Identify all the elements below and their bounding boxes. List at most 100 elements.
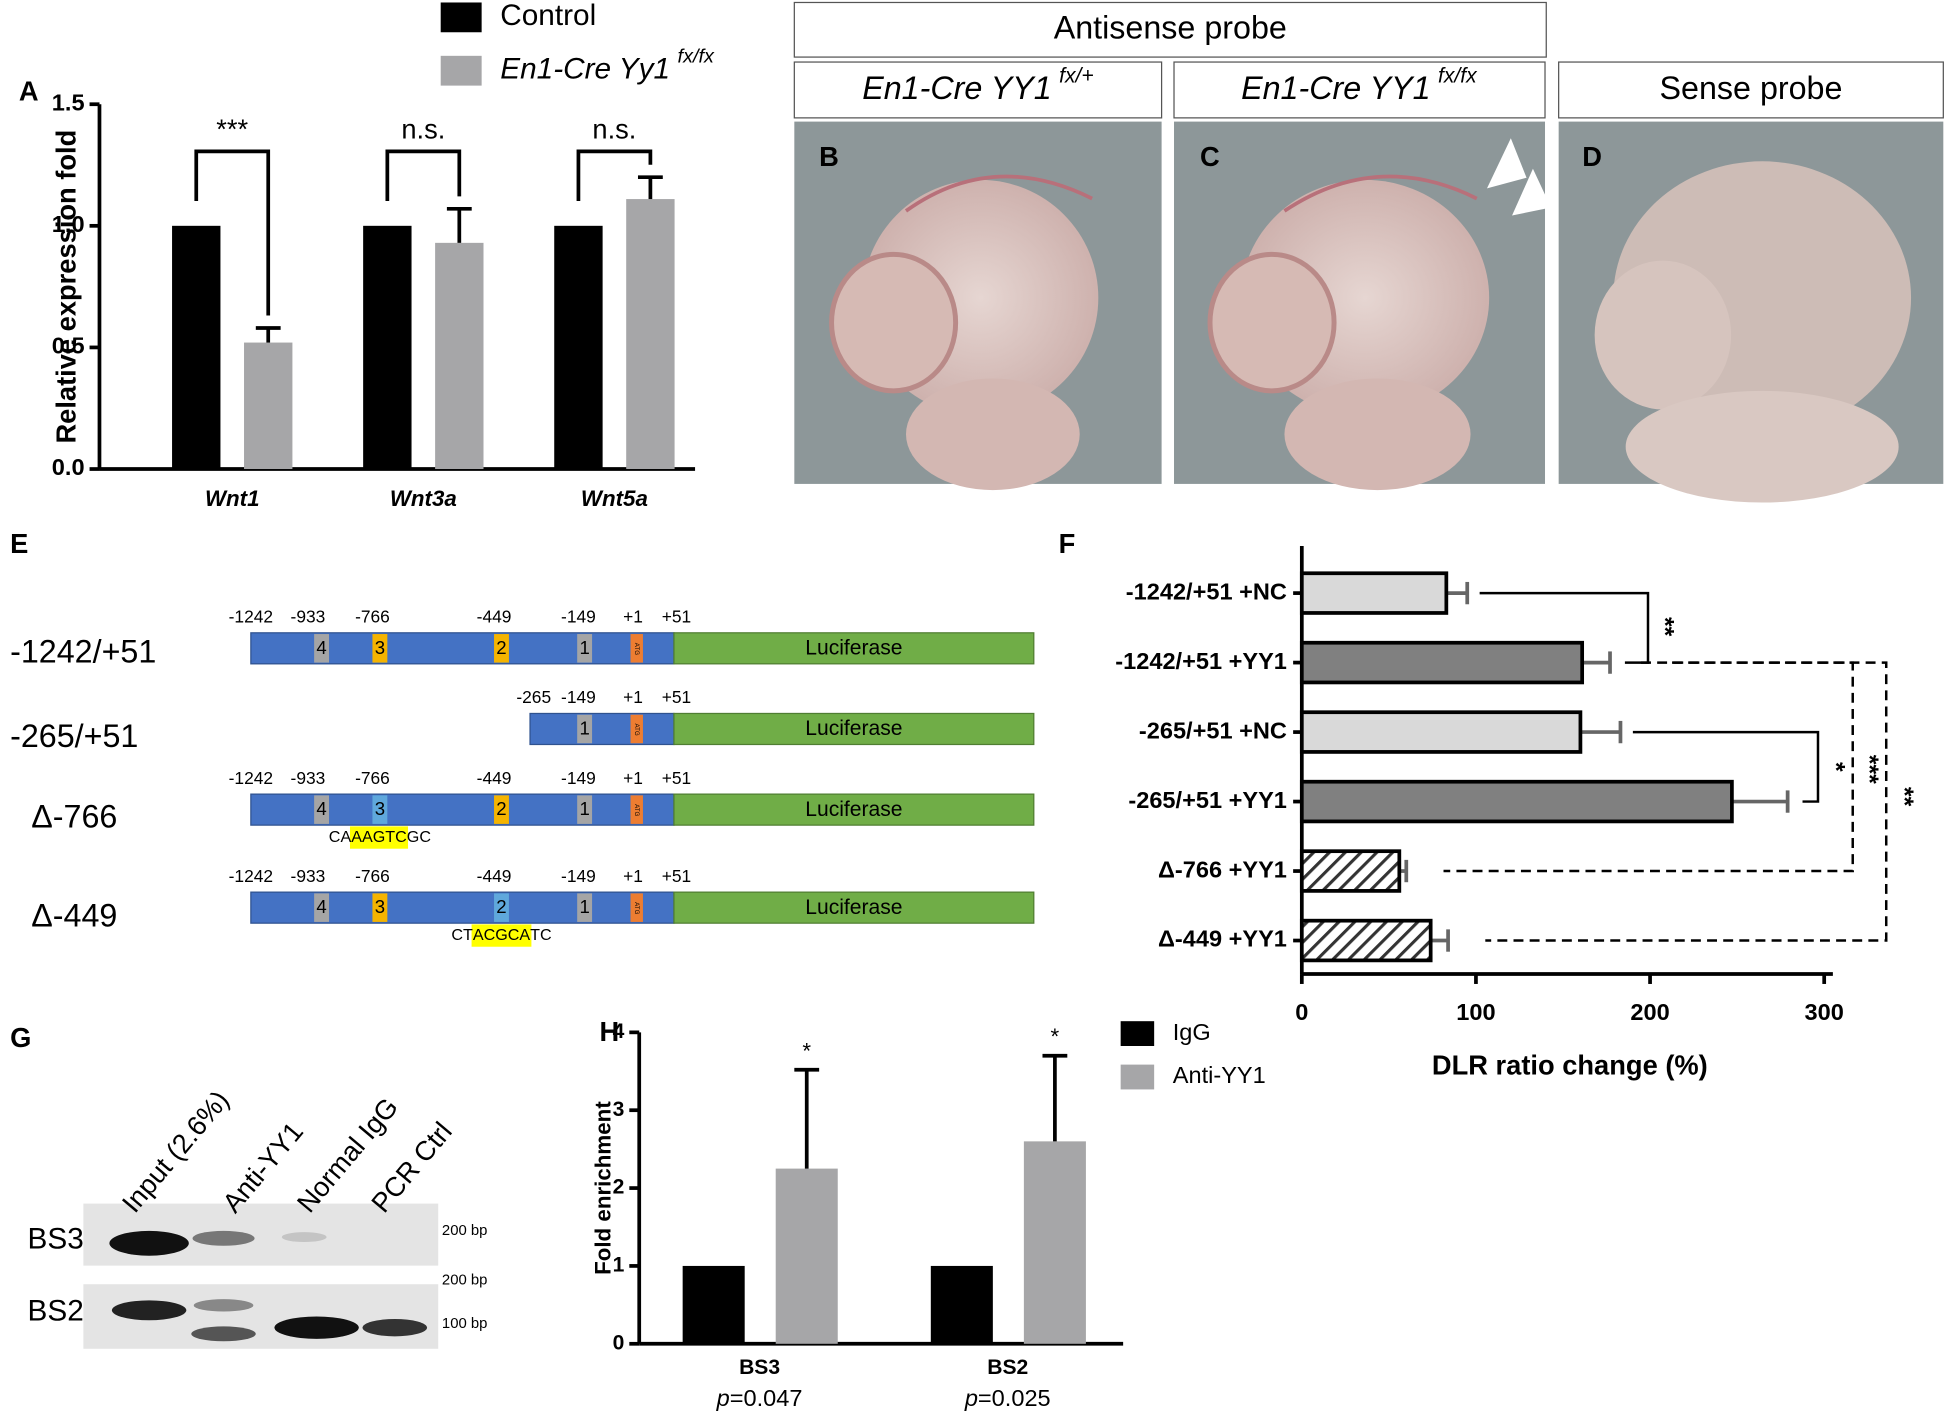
y-tick-label: 0.5 xyxy=(52,333,85,359)
binding-site-label: 3 xyxy=(375,798,385,819)
gel-band xyxy=(193,1299,254,1312)
significance-bracket xyxy=(576,149,653,202)
binding-site-label: 3 xyxy=(375,896,385,917)
y-tick-label: 0 xyxy=(613,1331,625,1354)
position-label: -766 xyxy=(355,866,390,886)
bar xyxy=(775,1168,838,1344)
position-label: +1 xyxy=(623,768,643,788)
position-label: -766 xyxy=(355,768,390,788)
sequence-flank: CT xyxy=(451,926,473,944)
sequence-flank: GC xyxy=(407,828,432,846)
start-codon-label: ATG xyxy=(633,723,640,735)
start-codon xyxy=(630,795,643,824)
header-box xyxy=(793,61,1163,119)
p-value: =0.047 xyxy=(730,1385,803,1411)
position-label: -1242 xyxy=(229,768,273,788)
sequence-flank: TC xyxy=(530,926,552,944)
binding-site-label: 1 xyxy=(579,637,589,658)
binding-site-label: 4 xyxy=(316,637,326,658)
binding-site xyxy=(372,893,388,922)
embryo xyxy=(905,378,1080,491)
start-codon-label: ATG xyxy=(633,804,640,816)
y-tick-label: Δ-449 +YY1 xyxy=(1158,926,1287,952)
position-label: -1242 xyxy=(229,866,273,886)
size-marker: 200 bp xyxy=(442,1272,488,1288)
row-label: BS3 xyxy=(28,1223,84,1256)
bar xyxy=(1299,849,1402,893)
reporter-label: Luciferase xyxy=(805,798,902,821)
p-symbol: p xyxy=(964,1385,978,1411)
position-label: +51 xyxy=(662,687,691,707)
gel-band xyxy=(192,1230,255,1246)
gel-band xyxy=(191,1326,256,1342)
significance-label: n.s. xyxy=(401,114,445,145)
legend-label: En1-Cre Yy1 xyxy=(500,53,670,86)
y-tick-label: -265/+51 +YY1 xyxy=(1128,787,1287,813)
sequence-flank: CA xyxy=(329,828,352,846)
x-tick-label: Wnt1 xyxy=(205,486,260,511)
significance-label: *** xyxy=(1855,755,1882,784)
x-tick-label: 0 xyxy=(1295,999,1308,1025)
bar xyxy=(363,225,412,470)
panel-label: G xyxy=(10,1022,31,1053)
position-label: -933 xyxy=(291,866,326,886)
binding-site-label: 1 xyxy=(579,718,589,739)
reporter-region xyxy=(673,891,1035,924)
reporter-label: Luciferase xyxy=(805,896,902,919)
sequence-highlight xyxy=(349,826,409,849)
bar xyxy=(930,1265,993,1344)
y-axis-label: Relative expression fold xyxy=(51,130,82,444)
significance-bracket xyxy=(1443,661,1854,873)
y-tick-label: 1.0 xyxy=(52,211,85,237)
significance-label: n.s. xyxy=(592,114,636,145)
probe-header: Antisense probe xyxy=(1054,9,1287,45)
embryo xyxy=(1207,251,1337,394)
position-label: -933 xyxy=(291,607,326,627)
binding-site xyxy=(494,634,509,663)
micrographs xyxy=(794,121,1944,503)
significance-bracket xyxy=(1632,730,1820,803)
header-box xyxy=(1173,61,1546,119)
binding-site xyxy=(314,795,330,824)
position-label: +1 xyxy=(623,866,643,886)
gel-band xyxy=(111,1300,187,1321)
binding-site-label: 1 xyxy=(579,798,589,819)
x-axis-label: DLR ratio change (%) xyxy=(1432,1049,1708,1080)
significance-label: * xyxy=(1822,762,1849,772)
y-tick-label: 0.0 xyxy=(52,454,85,480)
bar xyxy=(172,225,221,470)
position-label: +51 xyxy=(662,866,691,886)
binding-site xyxy=(314,893,330,922)
panel-label: D xyxy=(1582,141,1602,172)
start-codon xyxy=(630,634,643,663)
sequence-core: AAGTC xyxy=(351,828,407,846)
panel-label: C xyxy=(1200,141,1220,172)
binding-site xyxy=(577,714,593,744)
reporter-region xyxy=(673,712,1035,746)
gel-band xyxy=(109,1230,189,1256)
x-tick-label: BS3 xyxy=(739,1356,780,1379)
x-tick-label: 100 xyxy=(1456,999,1495,1025)
reporter-region xyxy=(673,793,1035,826)
bar xyxy=(1299,571,1449,615)
sample-size: (4) xyxy=(374,344,400,367)
position-label: -149 xyxy=(561,866,596,886)
size-marker: 100 bp xyxy=(442,1316,488,1332)
construct-name: -265/+51 xyxy=(10,718,138,754)
header-box xyxy=(793,1,1547,58)
significance-label: *** xyxy=(216,114,248,145)
significance-label: * xyxy=(1051,1024,1060,1049)
embryo xyxy=(829,251,959,394)
binding-site xyxy=(494,795,509,824)
embryo xyxy=(1625,390,1899,503)
x-tick-label: 300 xyxy=(1805,999,1844,1025)
construct-name: Δ-449 xyxy=(31,898,117,934)
header-box xyxy=(1558,61,1944,119)
position-label: -449 xyxy=(477,768,512,788)
position-label: -149 xyxy=(561,687,596,707)
panel-title: En1-Cre YY1 xyxy=(1241,70,1430,106)
y-tick-label: Δ-766 +YY1 xyxy=(1158,856,1287,882)
sample-size: (5) xyxy=(566,344,592,367)
y-tick-label: 4 xyxy=(613,1020,625,1043)
